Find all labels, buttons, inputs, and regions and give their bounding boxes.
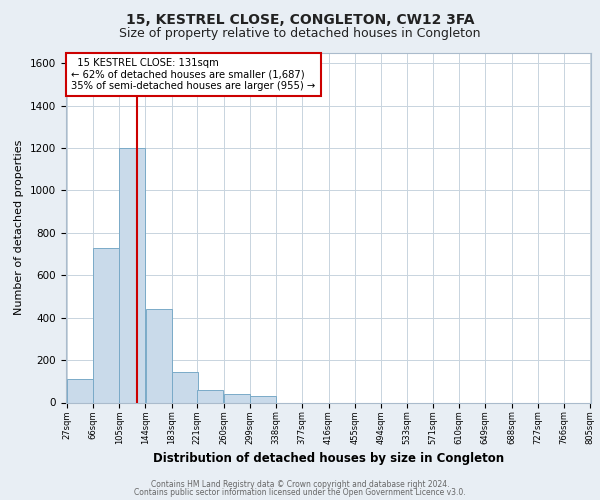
Bar <box>197 390 223 402</box>
Bar <box>250 396 276 402</box>
Text: 15, KESTREL CLOSE, CONGLETON, CW12 3FA: 15, KESTREL CLOSE, CONGLETON, CW12 3FA <box>126 12 474 26</box>
Bar <box>119 148 145 403</box>
Text: Contains public sector information licensed under the Open Government Licence v3: Contains public sector information licen… <box>134 488 466 497</box>
Bar <box>224 394 250 402</box>
Text: 15 KESTREL CLOSE: 131sqm
← 62% of detached houses are smaller (1,687)
35% of sem: 15 KESTREL CLOSE: 131sqm ← 62% of detach… <box>71 58 316 91</box>
Bar <box>146 309 172 402</box>
Y-axis label: Number of detached properties: Number of detached properties <box>14 140 25 315</box>
Text: Size of property relative to detached houses in Congleton: Size of property relative to detached ho… <box>119 26 481 40</box>
Bar <box>93 248 119 402</box>
X-axis label: Distribution of detached houses by size in Congleton: Distribution of detached houses by size … <box>153 452 504 466</box>
Bar <box>172 372 198 402</box>
Bar <box>67 379 93 402</box>
Text: Contains HM Land Registry data © Crown copyright and database right 2024.: Contains HM Land Registry data © Crown c… <box>151 480 449 489</box>
